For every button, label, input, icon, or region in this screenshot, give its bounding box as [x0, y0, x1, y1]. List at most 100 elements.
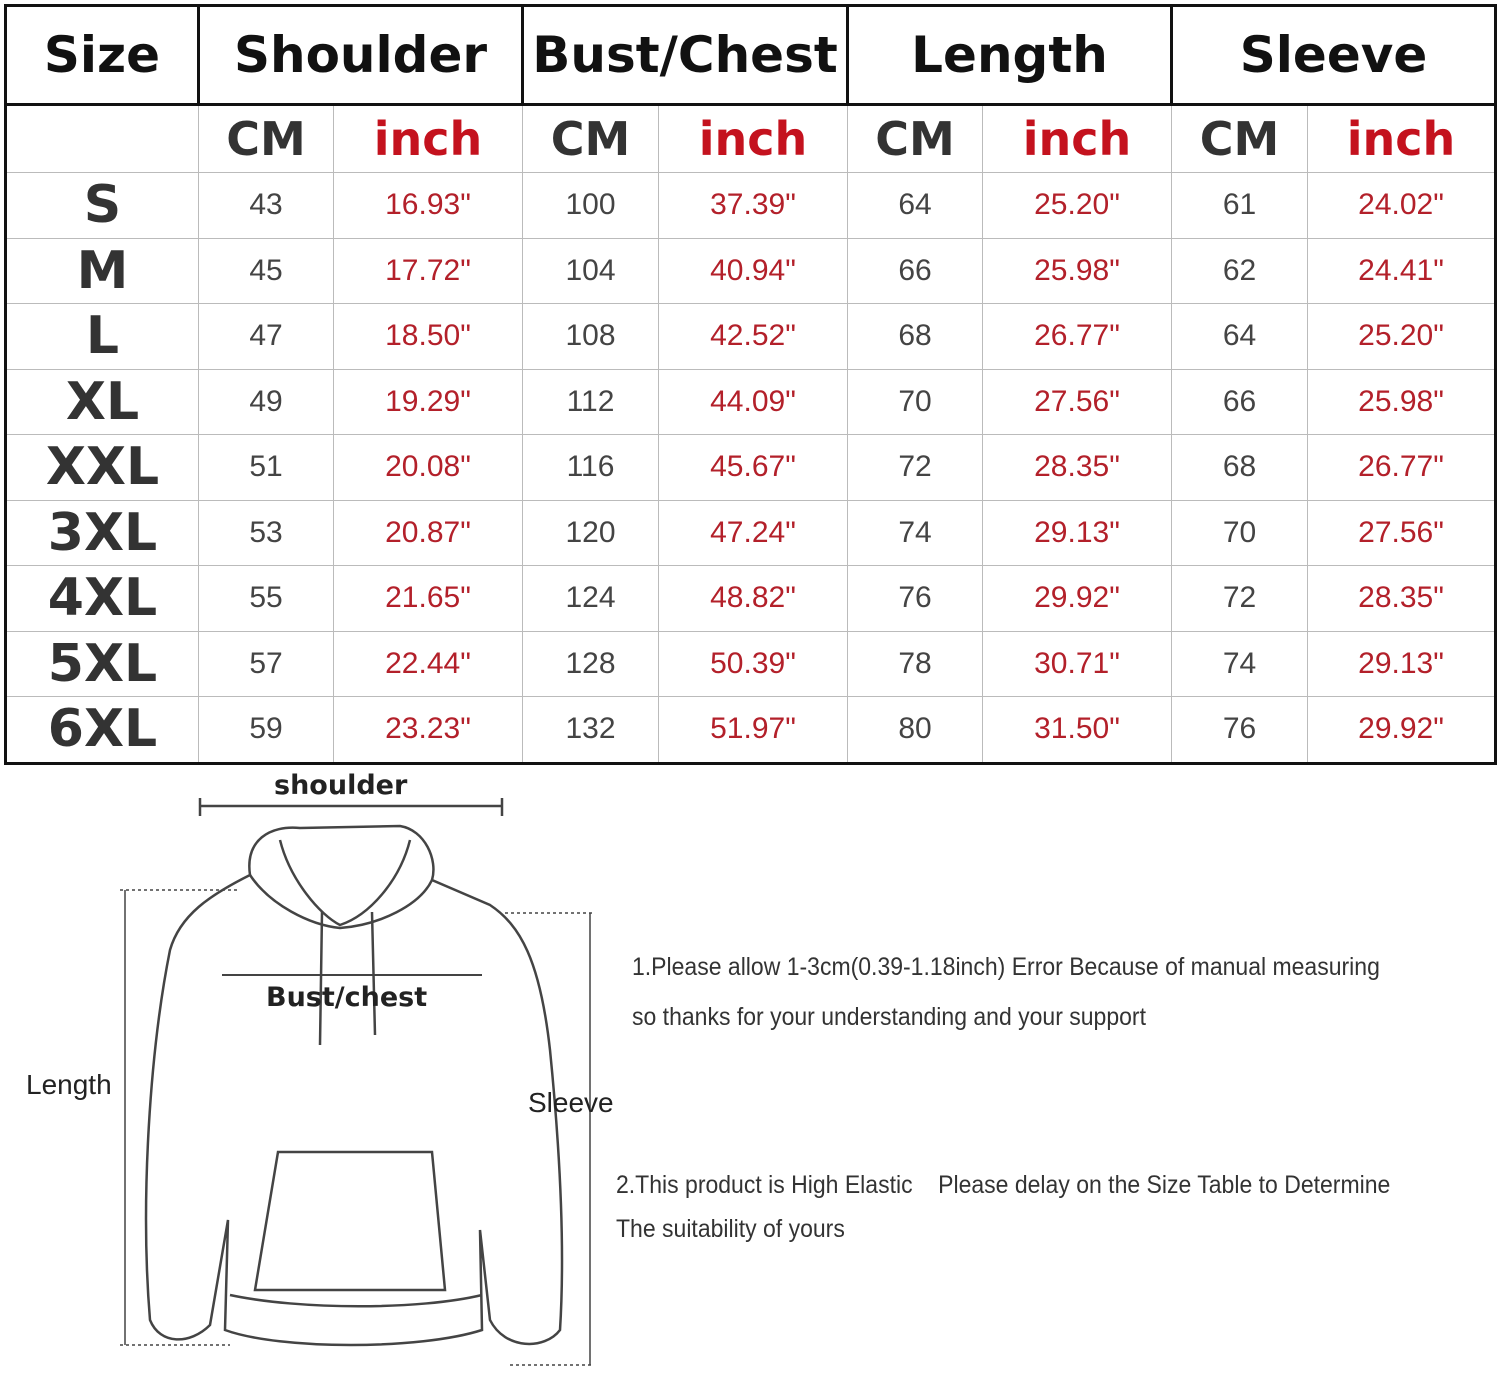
table-row: XXL 51 20.08" 116 45.67" 72 28.35" 68 26.77": [5, 434, 1497, 501]
cell-shoulder-in: 20.87": [333, 499, 523, 566]
cell-sleeve-in: 29.13": [1306, 630, 1497, 697]
table-row: XL 49 19.29" 112 44.09" 70 27.56" 66 25.98": [5, 368, 1497, 435]
header-shoulder: Shoulder: [197, 4, 524, 106]
cell-length-in: 29.13": [982, 499, 1172, 566]
hoodie-diagram: [120, 798, 592, 1366]
cell-sleeve-cm: 64: [1171, 303, 1308, 370]
unit-row: CM inch CM inch CM inch CM inch: [5, 104, 1497, 173]
cell-length-cm: 76: [847, 565, 983, 632]
cell-length-in: 29.92": [982, 565, 1172, 632]
cell-bust-cm: 100: [522, 172, 659, 239]
cell-shoulder-in: 23.23": [333, 696, 523, 764]
cell-shoulder-in: 22.44": [333, 630, 523, 697]
cell-shoulder-cm: 49: [198, 368, 334, 435]
cell-length-cm: 64: [847, 172, 983, 239]
cell-sleeve-in: 28.35": [1306, 565, 1497, 632]
table-row: 5XL 57 22.44" 128 50.39" 78 30.71" 74 29.13": [5, 630, 1497, 697]
cell-sleeve-cm: 61: [1171, 172, 1308, 239]
cell-shoulder-cm: 55: [198, 565, 334, 632]
cell-sleeve-in: 25.98": [1306, 368, 1497, 435]
unit-cm: CM: [198, 104, 334, 173]
cell-bust-cm: 132: [522, 696, 659, 764]
cell-size: 6XL: [5, 696, 199, 764]
shoulder-label: shoulder: [274, 770, 408, 801]
size-rows: S 43 16.93" 100 37.39" 64 25.20" 61 24.02" M 45 17.…: [5, 172, 1497, 764]
cell-bust-in: 40.94": [658, 237, 848, 304]
size-table: Size Shoulder Bust/Chest Length Sleeve C…: [4, 4, 1498, 765]
cell-shoulder-cm: 45: [198, 237, 334, 304]
cell-bust-in: 44.09": [658, 368, 848, 435]
cell-length-in: 25.20": [982, 172, 1172, 239]
cell-bust-in: 50.39": [658, 630, 848, 697]
table-row: L 47 18.50" 108 42.52" 68 26.77" 64 25.20": [5, 303, 1497, 370]
table-row: 6XL 59 23.23" 132 51.97" 80 31.50" 76 29.92": [5, 696, 1497, 764]
cell-size: M: [5, 237, 199, 304]
cell-sleeve-cm: 66: [1171, 368, 1308, 435]
cell-bust-cm: 104: [522, 237, 659, 304]
cell-length-in: 31.50": [982, 696, 1172, 764]
cell-sleeve-cm: 76: [1171, 696, 1308, 764]
bust-chest-label: Bust/chest: [266, 982, 428, 1013]
cell-bust-cm: 128: [522, 630, 659, 697]
cell-length-cm: 72: [847, 434, 983, 501]
cell-size: XL: [5, 368, 199, 435]
table-row: 4XL 55 21.65" 124 48.82" 76 29.92" 72 28.35": [5, 565, 1497, 632]
cell-shoulder-in: 19.29": [333, 368, 523, 435]
cell-length-cm: 68: [847, 303, 983, 370]
table-row: 3XL 53 20.87" 120 47.24" 74 29.13" 70 27.56": [5, 499, 1497, 566]
note-1-line-2: so thanks for your understanding and you…: [632, 1003, 1146, 1031]
cell-shoulder-cm: 59: [198, 696, 334, 764]
cell-size: S: [5, 172, 199, 239]
cell-bust-cm: 120: [522, 499, 659, 566]
unit-inch: inch: [982, 104, 1172, 173]
cell-shoulder-cm: 47: [198, 303, 334, 370]
cell-length-cm: 78: [847, 630, 983, 697]
cell-bust-in: 45.67": [658, 434, 848, 501]
cell-length-in: 26.77": [982, 303, 1172, 370]
sleeve-label: Sleeve: [528, 1087, 614, 1118]
cell-length-in: 27.56": [982, 368, 1172, 435]
cell-bust-cm: 116: [522, 434, 659, 501]
cell-sleeve-in: 24.02": [1306, 172, 1497, 239]
header-sleeve: Sleeve: [1169, 4, 1498, 106]
note-2-line-1: 2.This product is High Elastic Please de…: [616, 1171, 1391, 1199]
cell-shoulder-cm: 57: [198, 630, 334, 697]
cell-length-cm: 80: [847, 696, 983, 764]
cell-bust-in: 51.97": [658, 696, 848, 764]
cell-bust-in: 47.24": [658, 499, 848, 566]
cell-size: 5XL: [5, 630, 199, 697]
cell-bust-cm: 108: [522, 303, 659, 370]
unit-inch: inch: [333, 104, 523, 173]
cell-shoulder-in: 18.50": [333, 303, 523, 370]
cell-sleeve-in: 26.77": [1306, 434, 1497, 501]
cell-length-cm: 66: [847, 237, 983, 304]
cell-bust-in: 42.52": [658, 303, 848, 370]
cell-sleeve-cm: 74: [1171, 630, 1308, 697]
unit-inch: inch: [1306, 104, 1497, 173]
cell-shoulder-cm: 53: [198, 499, 334, 566]
cell-bust-in: 48.82": [658, 565, 848, 632]
shoulder-measure-line: [198, 798, 504, 816]
header-size: Size: [4, 4, 200, 106]
cell-sleeve-in: 27.56": [1306, 499, 1497, 566]
header-bust-chest: Bust/Chest: [521, 4, 849, 106]
unit-cm: CM: [1171, 104, 1308, 173]
cell-size: XXL: [5, 434, 199, 501]
cell-sleeve-in: 24.41": [1306, 237, 1497, 304]
unit-cm: CM: [847, 104, 983, 173]
header-length: Length: [846, 4, 1173, 106]
cell-sleeve-cm: 68: [1171, 434, 1308, 501]
cell-shoulder-in: 21.65": [333, 565, 523, 632]
unit-inch: inch: [658, 104, 848, 173]
cell-sleeve-cm: 62: [1171, 237, 1308, 304]
measure-guides: [120, 889, 592, 1366]
cell-size: L: [5, 303, 199, 370]
note-1-line-1: 1.Please allow 1-3cm(0.39-1.18inch) Erro…: [632, 953, 1380, 981]
cell-bust-cm: 124: [522, 565, 659, 632]
cell-bust-in: 37.39": [658, 172, 848, 239]
unit-blank: [5, 104, 199, 173]
length-label: Length: [26, 1069, 112, 1100]
cell-sleeve-cm: 70: [1171, 499, 1308, 566]
header-row: Size Shoulder Bust/Chest Length Sleeve: [4, 4, 1498, 106]
cell-shoulder-in: 16.93": [333, 172, 523, 239]
